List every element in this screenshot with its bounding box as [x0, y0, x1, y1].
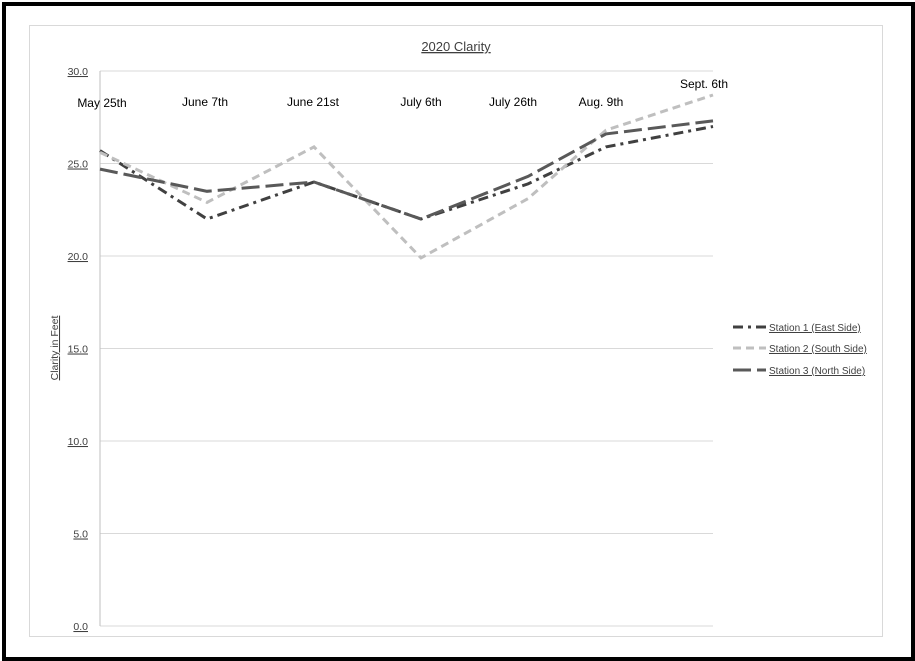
y-tick-label: 0.0: [73, 621, 88, 633]
y-tick-label: 25.0: [68, 159, 89, 171]
chart-area-border: [29, 25, 883, 637]
category-label: July 26th: [489, 95, 537, 109]
series-line-station-1: [99, 125, 714, 221]
y-tick-label: 5.0: [73, 529, 88, 541]
y-tick-label: 20.0: [68, 251, 89, 263]
category-label: July 6th: [400, 95, 441, 109]
category-label: June 21st: [287, 95, 340, 109]
y-tick-label: 30.0: [68, 66, 89, 78]
y-axis-ticks: 0.0 5.0 10.0 15.0 20.0 25.0 30.0: [68, 66, 89, 633]
category-labels: May 25th June 7th June 21st July 6th July 26…: [77, 77, 728, 110]
category-label: May 25th: [77, 96, 126, 110]
gridlines: [100, 70, 713, 627]
chart-title: 2020 Clarity: [421, 39, 491, 54]
y-tick-label: 10.0: [68, 436, 89, 448]
category-label: Aug. 9th: [579, 95, 624, 109]
y-axis-label: Clarity in Feet: [49, 316, 61, 381]
legend-entry-label: Station 1 (East Side): [769, 323, 861, 334]
series-line-station-3: [99, 119, 714, 221]
y-tick-label: 15.0: [68, 344, 89, 356]
category-label: Sept. 6th: [680, 77, 728, 91]
legend: Station 1 (East Side) Station 2 (South Si…: [733, 323, 867, 377]
series-lines: [99, 93, 714, 260]
legend-entry-label: Station 3 (North Side): [769, 366, 865, 377]
category-label: June 7th: [182, 95, 228, 109]
series-line-station-2: [99, 93, 714, 260]
legend-entry-label: Station 2 (South Side): [769, 344, 867, 355]
